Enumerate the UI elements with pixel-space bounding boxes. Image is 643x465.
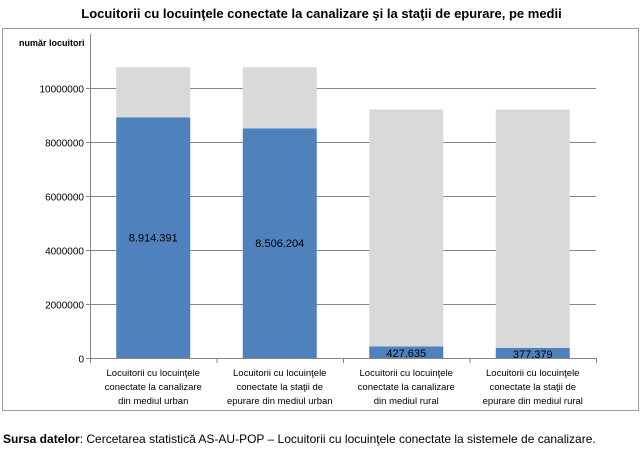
x-category-label: epurare din mediul rural (483, 396, 583, 407)
x-category-label: din mediul urban (118, 396, 188, 407)
data-label: 8.506.204 (255, 238, 304, 250)
data-label: 8.914.391 (129, 233, 178, 245)
chart-title: Locuitorii cu locuinţele conectate la ca… (81, 6, 562, 21)
data-label: 377.379 (513, 349, 553, 361)
y-tick-label: 8000000 (45, 139, 84, 150)
y-tick-label: 0 (78, 355, 84, 366)
bar-connected (116, 117, 191, 359)
bar-remainder (242, 67, 317, 129)
x-category-label: conectate la staţii de (489, 382, 576, 393)
y-tick-label: 2000000 (45, 301, 84, 312)
y-tick-label: 4000000 (45, 247, 84, 258)
y-axis-label: număr locuitori (19, 38, 85, 48)
bar-connected (495, 347, 570, 358)
x-category-label: conectate la canalizare (358, 382, 455, 393)
x-category-label: Locuitorii cu locuinţele (486, 368, 579, 379)
bar-connected (242, 128, 317, 358)
y-tick-label: 6000000 (45, 193, 84, 204)
x-category-label: din mediul rural (374, 396, 439, 407)
y-tick-label: 10000000 (40, 85, 85, 96)
x-category-label: conectate la canalizare (105, 382, 202, 393)
source-note: Sursa datelor: Cercetarea statistică AS-… (3, 432, 639, 446)
source-text: : Cercetarea statistică AS-AU-POP – Locu… (79, 432, 596, 446)
bar-remainder (116, 67, 191, 118)
bar-remainder (495, 109, 570, 348)
x-category-label: Locuitorii cu locuinţele (107, 368, 200, 379)
x-category-label: epurare din mediul urban (227, 396, 333, 407)
bar-connected (369, 346, 444, 358)
x-category-label: Locuitorii cu locuinţele (233, 368, 326, 379)
bar-remainder (369, 109, 444, 347)
x-category-label: Locuitorii cu locuinţele (360, 368, 453, 379)
source-label: Sursa datelor (3, 432, 80, 446)
data-label: 427.635 (386, 348, 426, 360)
x-category-label: conectate la staţii de (236, 382, 323, 393)
